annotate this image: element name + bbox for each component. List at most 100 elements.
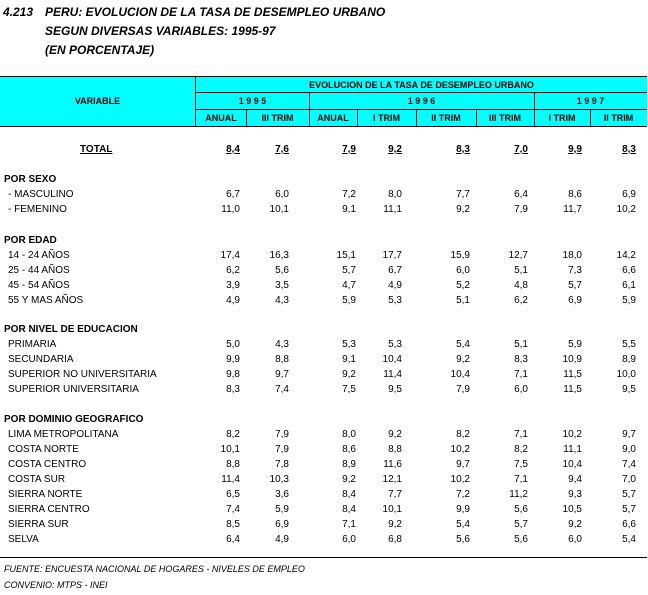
table-header <box>0 76 647 127</box>
header-rule-bottom <box>0 126 647 127</box>
cell-value: 5,5 <box>622 339 636 350</box>
cell-value: 9,2 <box>388 429 402 440</box>
cell-value: 7,7 <box>456 189 470 200</box>
cell-value: 8,2 <box>456 429 470 440</box>
cell-value: 7,8 <box>275 459 289 470</box>
cell-value: 6,4 <box>226 534 240 545</box>
header-year: 1 9 9 7 <box>576 96 605 106</box>
cell-value: 7,9 <box>275 429 289 440</box>
title-line-1: PERU: EVOLUCION DE LA TASA DE DESEMPLEO … <box>45 5 386 19</box>
table-row: SIERRA NORTE 6,5 3,6 8,4 7,7 7,2 11,2 9,3 5,7 <box>0 489 648 504</box>
cell-value: 7,0 <box>514 144 528 155</box>
cell-value: 9,2 <box>456 354 470 365</box>
header-period: III TRIM <box>261 113 294 123</box>
header-group: EVOLUCION DE LA TASA DE DESEMPLEO URBANO <box>309 80 534 90</box>
cell-value: 6,1 <box>622 280 636 291</box>
cell-value: 5,1 <box>514 265 528 276</box>
cell-value: 8,9 <box>622 354 636 365</box>
header-year: 1 9 9 6 <box>407 96 436 106</box>
cell-value: 7,1 <box>514 429 528 440</box>
section-heading: POR EDAD <box>0 235 648 250</box>
header-period: II TRIM <box>431 113 461 123</box>
cell-value: 9,7 <box>622 429 636 440</box>
header-rule-group <box>196 92 647 93</box>
cell-value: 11,6 <box>383 459 402 470</box>
cell-value: 7,5 <box>514 459 528 470</box>
row-label: PRIMARIA <box>8 339 57 350</box>
table-row: COSTA SUR 11,4 10,3 9,2 12,1 10,2 7,1 9,4 7,0 <box>0 474 648 489</box>
cell-value: 17,7 <box>382 250 402 261</box>
period-divider <box>416 110 417 127</box>
cell-value: 4,9 <box>388 280 402 291</box>
cell-value: 9,7 <box>456 459 470 470</box>
source-note: FUENTE: ENCUESTA NACIONAL DE HOGARES - N… <box>4 564 305 574</box>
cell-value: 12,7 <box>508 250 528 261</box>
cell-value: 10,3 <box>269 474 289 485</box>
cell-value: 4,3 <box>275 295 289 306</box>
row-label: LIMA METROPOLITANA <box>8 429 119 440</box>
cell-value: 5,9 <box>568 339 582 350</box>
row-label: TOTAL <box>80 144 113 155</box>
cell-value: 6,0 <box>568 534 582 545</box>
table-row: 55 Y MAS AÑOS 4,9 4,3 5,9 5,3 5,1 6,2 6,9 5,9 <box>0 295 648 310</box>
cell-value: 5,9 <box>622 295 636 306</box>
title-line-2: SEGUN DIVERSAS VARIABLES: 1995-97 <box>45 24 276 38</box>
cell-value: 7,3 <box>568 265 582 276</box>
cell-value: 7,9 <box>514 204 528 215</box>
cell-value: 11,4 <box>383 369 402 380</box>
table-row: 45 - 54 AÑOS 3,9 3,5 4,7 4,9 5,2 4,8 5,7 6,1 <box>0 280 648 295</box>
cell-value: 7,4 <box>275 384 289 395</box>
table-row: SUPERIOR NO UNIVERSITARIA 9,8 9,7 9,2 11,4 10… <box>0 369 648 384</box>
cell-value: 8,8 <box>226 459 240 470</box>
row-label: COSTA SUR <box>8 474 66 485</box>
cell-value: 11,7 <box>563 204 582 215</box>
cell-value: 7,1 <box>514 474 528 485</box>
cell-value: 5,0 <box>226 339 240 350</box>
row-label: COSTA NORTE <box>8 444 79 455</box>
cell-value: 7,6 <box>275 144 289 155</box>
cell-value: 9,5 <box>388 384 402 395</box>
cell-value: 15,9 <box>450 250 470 261</box>
cell-value: 17,4 <box>220 250 240 261</box>
cell-value: 5,6 <box>514 504 528 515</box>
cell-value: 6,9 <box>568 295 582 306</box>
cell-value: 6,2 <box>226 265 240 276</box>
cell-value: 11,4 <box>221 474 240 485</box>
cell-value: 7,1 <box>514 369 528 380</box>
period-divider <box>476 110 477 127</box>
cell-value: 5,7 <box>568 280 582 291</box>
cell-value: 5,4 <box>456 339 470 350</box>
cell-value: 9,2 <box>388 519 402 530</box>
cell-value: 6,2 <box>514 295 528 306</box>
row-label: SIERRA NORTE <box>8 489 83 500</box>
cell-value: 11,5 <box>563 384 582 395</box>
cell-value: 7,5 <box>342 384 356 395</box>
cell-value: 10,2 <box>450 474 470 485</box>
table-row: SIERRA SUR 8,5 6,9 7,1 9,2 5,4 5,7 9,2 6,6 <box>0 519 648 534</box>
cell-value: 8,3 <box>456 144 470 155</box>
header-period: II TRIM <box>603 113 634 123</box>
cell-value: 5,6 <box>514 534 528 545</box>
cell-value: 10,0 <box>616 369 636 380</box>
cell-value: 6,7 <box>388 265 402 276</box>
cell-value: 4,3 <box>275 339 289 350</box>
cell-value: 4,9 <box>226 295 240 306</box>
row-label: SELVA <box>8 534 39 545</box>
row-label: 25 - 44 AÑOS <box>8 265 70 276</box>
cell-value: 9,2 <box>456 204 470 215</box>
cell-value: 5,3 <box>388 339 402 350</box>
cell-value: 7,2 <box>456 489 470 500</box>
row-label: SUPERIOR NO UNIVERSITARIA <box>8 369 157 380</box>
cell-value: 6,9 <box>622 189 636 200</box>
cell-value: 3,5 <box>275 280 289 291</box>
header-divider <box>195 76 196 127</box>
cell-value: 9,1 <box>342 204 356 215</box>
cell-value: 9,4 <box>568 474 582 485</box>
row-label: 14 - 24 AÑOS <box>8 250 70 261</box>
cell-value: 15,1 <box>336 250 356 261</box>
cell-value: 11,5 <box>563 369 582 380</box>
cell-value: 3,6 <box>275 489 289 500</box>
cell-value: 7,9 <box>275 444 289 455</box>
table-title: 4.213 PERU: EVOLUCION DE LA TASA DE DESEM… <box>3 5 385 19</box>
cell-value: 5,4 <box>456 519 470 530</box>
